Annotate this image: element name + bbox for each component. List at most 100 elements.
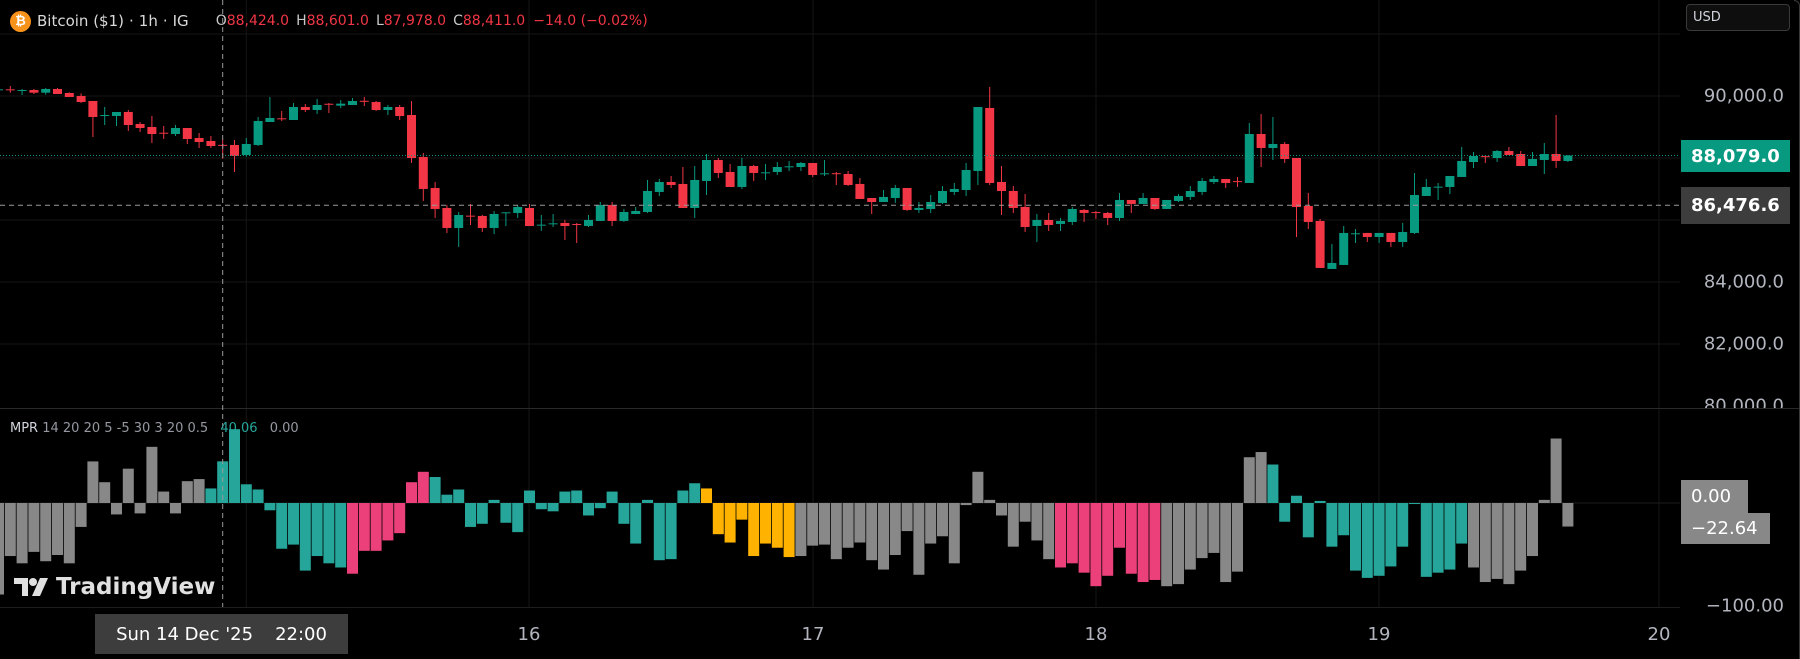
- candle-body: [1327, 262, 1337, 269]
- candle-body: [1539, 154, 1549, 160]
- candle-body: [1351, 233, 1360, 235]
- candle: [1233, 176, 1242, 187]
- candle-body: [1504, 150, 1514, 155]
- candle-body: [761, 172, 770, 174]
- mpr-bar: [311, 503, 323, 557]
- mpr-bar: [618, 503, 630, 524]
- candle-body: [725, 171, 735, 187]
- crosshair-time-tag: Sun 14 Dec '25 22:00: [95, 614, 348, 654]
- mpr-bar: [1125, 503, 1137, 574]
- candle: [241, 138, 251, 157]
- candle-body: [159, 132, 169, 134]
- exchange: IG: [172, 12, 189, 30]
- mpr-bar: [170, 503, 181, 514]
- mpr-bar: [158, 491, 170, 503]
- indicator-legend[interactable]: MPR 14 20 20 5 -5 30 3 20 0.5 40.06 0.00: [10, 421, 299, 436]
- mpr-bar: [111, 503, 122, 515]
- mpr-bar: [229, 429, 240, 503]
- candle: [761, 163, 770, 180]
- candle: [973, 107, 983, 185]
- mpr-bar: [99, 482, 111, 503]
- candle-body: [253, 120, 263, 145]
- mpr-bar: [429, 477, 441, 503]
- mpr-bar: [299, 503, 311, 571]
- mpr-bar: [264, 503, 276, 511]
- candle-body: [1008, 190, 1018, 208]
- candle-body: [973, 107, 983, 171]
- candle-body: [300, 107, 310, 111]
- interval[interactable]: 1h: [138, 12, 158, 30]
- candle-body: [1162, 199, 1172, 209]
- price-label: 82,000.0: [1703, 333, 1784, 355]
- candle: [548, 213, 558, 227]
- candle: [1020, 193, 1030, 232]
- candle-body: [194, 138, 204, 143]
- mpr-bar: [583, 503, 594, 516]
- candle: [454, 211, 464, 247]
- candle: [1079, 208, 1089, 222]
- candle-body: [631, 210, 641, 214]
- symbol-legend[interactable]: ₿ Bitcoin ($1) · 1h · IG O 88,424.0 H 88,6…: [10, 9, 648, 33]
- candle-body: [5, 89, 15, 91]
- candle: [938, 185, 947, 204]
- candle: [182, 127, 192, 144]
- candle: [855, 177, 865, 199]
- mpr-bar: [1220, 503, 1232, 583]
- candle-body: [1244, 134, 1254, 183]
- candle-body: [1091, 212, 1101, 214]
- candle-body: [643, 190, 652, 212]
- tradingview-logo[interactable]: TradingView: [14, 574, 215, 600]
- mpr-bar: [252, 489, 264, 503]
- candle-body: [902, 187, 912, 210]
- candle-body: [0, 89, 3, 91]
- candle: [513, 204, 523, 218]
- candle-body: [879, 196, 888, 202]
- currency-button[interactable]: USD: [1686, 4, 1790, 31]
- mpr-bar: [4, 503, 16, 557]
- candle-body: [454, 214, 464, 228]
- candle: [1280, 142, 1290, 163]
- candle: [135, 122, 145, 132]
- mpr-bar: [878, 503, 889, 570]
- indicator-axis[interactable]: −100.00: [1680, 409, 1800, 614]
- candle-body: [654, 181, 664, 192]
- candle-body: [1126, 199, 1136, 204]
- symbol-name[interactable]: Bitcoin ($1): [37, 12, 124, 30]
- mpr-bar: [1267, 464, 1279, 503]
- candle-body: [772, 166, 782, 172]
- candle-body: [867, 197, 877, 202]
- candle-body: [324, 103, 334, 105]
- open-value: 88,424.0: [226, 13, 290, 29]
- candle: [997, 165, 1006, 215]
- candle: [1516, 150, 1526, 166]
- mpr-bar: [1173, 503, 1184, 585]
- candle-body: [560, 222, 570, 226]
- price-axis[interactable]: 90,000.0 84,000.0 82,000.0 80,000.0: [1680, 36, 1800, 409]
- candle-body: [112, 111, 121, 116]
- candle: [123, 110, 133, 131]
- candle: [1126, 199, 1136, 213]
- mpr-bar: [1102, 503, 1114, 576]
- candle-body: [1492, 150, 1502, 158]
- mpr-bar: [1479, 503, 1491, 583]
- mpr-bar: [1373, 503, 1385, 576]
- candle: [1551, 115, 1561, 168]
- candle-body: [1315, 220, 1325, 268]
- candle-body: [1398, 231, 1408, 242]
- candle: [1103, 211, 1113, 225]
- mpr-bar: [819, 503, 830, 545]
- mpr-bar: [771, 503, 783, 548]
- mpr-bar: [1007, 503, 1019, 547]
- grid: [0, 0, 1800, 608]
- candle: [29, 88, 39, 95]
- mpr-bar: [512, 503, 524, 533]
- mpr-bar: [1043, 503, 1055, 560]
- mpr-bar: [913, 503, 925, 575]
- candle: [1244, 123, 1254, 183]
- low-label: L: [375, 13, 384, 29]
- tradingview-logo-icon: [14, 578, 48, 596]
- mpr-bar: [937, 503, 948, 537]
- candle-body: [666, 181, 676, 185]
- candle-body: [1185, 190, 1195, 197]
